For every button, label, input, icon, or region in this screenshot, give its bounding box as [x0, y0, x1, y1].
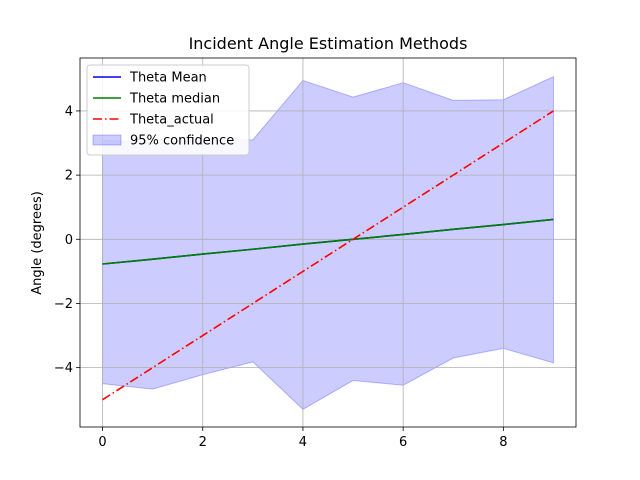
- series-line-3: [102, 110, 554, 401]
- x-tick-label: 0: [98, 435, 106, 450]
- x-tick-label: 4: [299, 435, 307, 450]
- y-tick-label: 4: [65, 104, 73, 119]
- legend-swatch-band: [92, 134, 122, 146]
- x-tick-label: 6: [399, 435, 407, 450]
- x-tick-label: 8: [499, 435, 507, 450]
- legend-label-2: Theta median: [129, 92, 220, 107]
- y-tick-label: −2: [54, 297, 73, 312]
- legend-box: [86, 64, 250, 156]
- y-tick-label: −4: [54, 361, 73, 376]
- chart-title: Incident Angle Estimation Methods: [189, 34, 468, 53]
- y-tick-label: 2: [65, 169, 73, 184]
- legend-label-band: 95% confidence: [130, 134, 234, 149]
- legend-label-1: Theta Mean: [129, 71, 207, 86]
- legend-label-3: Theta_actual: [129, 113, 214, 128]
- y-tick-label: 0: [65, 233, 73, 248]
- plot-area: 0 2 4 6 8 −4 −2 0 2 4: [54, 57, 577, 450]
- x-tick-label: 2: [199, 435, 207, 450]
- y-axis-label: Angle (degrees): [30, 191, 45, 295]
- legend: Theta Mean Theta median Theta_actual 95% co…: [86, 64, 250, 156]
- plot-frame: [79, 57, 577, 428]
- confidence-band: [102, 75, 554, 410]
- series-line-2: [102, 218, 554, 265]
